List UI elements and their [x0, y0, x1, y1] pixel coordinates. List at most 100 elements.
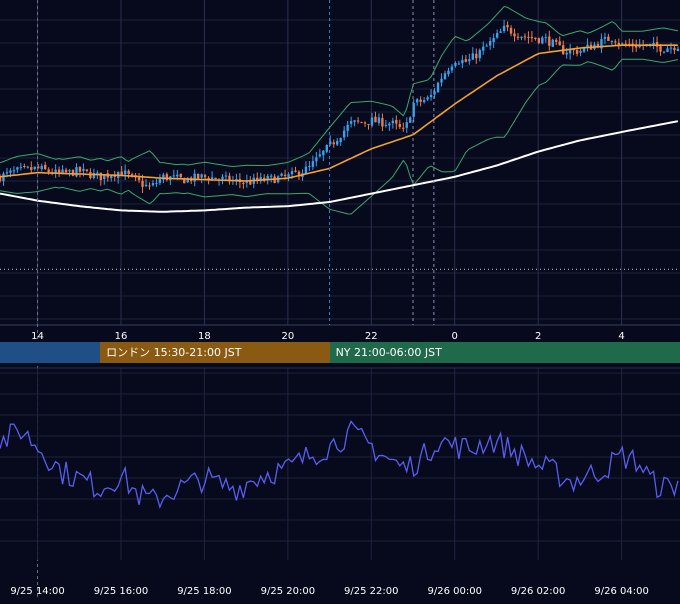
candle-body — [492, 37, 495, 43]
candle-body — [370, 117, 374, 126]
candle-body — [478, 49, 481, 59]
candle-body — [75, 167, 78, 177]
candle-body — [565, 52, 568, 55]
candle-body — [655, 42, 659, 47]
candle-body — [457, 63, 461, 65]
candle-body — [137, 177, 141, 181]
candle-body — [297, 171, 301, 177]
session-bar-ny: NY 21:00-06:00 JST — [329, 342, 680, 363]
candle-body — [548, 36, 551, 46]
candle-body — [78, 166, 82, 172]
candle-body — [68, 169, 71, 172]
x-tick-label: 14 — [31, 331, 44, 342]
candle-body — [617, 42, 621, 45]
candle-body — [537, 38, 541, 43]
candle-body — [113, 175, 116, 177]
candle-body — [482, 46, 485, 51]
x-tick-label: 2 — [535, 331, 541, 342]
candle-body — [419, 99, 422, 102]
candle-body — [443, 73, 447, 80]
candle-body — [409, 117, 412, 123]
candle-body — [468, 59, 471, 62]
candle-body — [374, 116, 377, 123]
candle-body — [652, 42, 655, 45]
candle-body — [495, 33, 499, 38]
candle-body — [12, 170, 16, 172]
candle-body — [530, 37, 534, 39]
candle-body — [186, 178, 189, 183]
candle-body — [130, 174, 134, 176]
candle-body — [607, 36, 610, 41]
time-axis-label: 9/25 16:00 — [94, 586, 148, 597]
short-ma-line — [0, 44, 678, 182]
candle-body — [461, 59, 464, 64]
candle-body — [64, 169, 68, 173]
candle-body — [541, 37, 544, 44]
x-tick-label: 22 — [365, 331, 378, 342]
candle-body — [395, 120, 398, 124]
candle-body — [433, 91, 436, 95]
candle-body — [210, 177, 214, 181]
candle-body — [71, 170, 75, 176]
candle-body — [47, 169, 50, 173]
time-axis-label: 9/25 18:00 — [177, 586, 231, 597]
x-tick-label: 18 — [198, 331, 211, 342]
candle-body — [516, 36, 520, 38]
candle-body — [342, 130, 346, 138]
x-tick-label: 4 — [618, 331, 624, 342]
candle-body — [513, 33, 516, 37]
x-tick-label: 20 — [281, 331, 294, 342]
candle-body — [43, 164, 47, 169]
candle-body — [256, 177, 259, 181]
candle-body — [488, 40, 492, 46]
candle-body — [426, 97, 429, 100]
time-axis-label: 9/26 04:00 — [594, 586, 648, 597]
candle-body — [367, 123, 370, 125]
candle-body — [16, 167, 19, 170]
candle-body — [54, 169, 57, 174]
candle-body — [40, 165, 43, 170]
candle-body — [144, 184, 148, 187]
candle-body — [193, 173, 196, 182]
candle-body — [224, 175, 228, 177]
candle-body — [398, 124, 401, 128]
candle-body — [575, 50, 579, 54]
candle-body — [388, 123, 391, 126]
candle-body — [176, 174, 179, 177]
candle-body — [196, 173, 200, 179]
candle-body — [614, 41, 617, 43]
candle-body — [534, 37, 537, 39]
band-upper — [0, 5, 678, 168]
candle-body — [308, 165, 311, 167]
candle-body — [249, 181, 252, 185]
candle-body — [610, 40, 614, 42]
candle-body — [120, 171, 123, 175]
candle-body — [527, 36, 530, 38]
candle-body — [203, 175, 207, 177]
moving-averages — [0, 44, 679, 213]
candle-body — [475, 53, 478, 59]
candle-body — [662, 51, 666, 53]
candle-body — [447, 70, 450, 75]
candle-body — [228, 175, 231, 182]
band-lower — [0, 58, 678, 215]
candle-body — [363, 122, 367, 124]
candle-body — [600, 39, 603, 49]
candle-body — [339, 138, 342, 143]
candle-body — [23, 165, 26, 167]
candle-body — [294, 170, 297, 172]
candle-body — [165, 174, 169, 181]
candle-body — [621, 43, 624, 45]
candle-body — [315, 157, 318, 162]
time-axis-label: 9/25 22:00 — [344, 586, 398, 597]
candle-body — [19, 166, 23, 168]
candle-body — [5, 172, 9, 174]
bollinger-bands — [0, 5, 678, 215]
candle-body — [555, 39, 558, 42]
candle-body — [151, 183, 155, 186]
candle-body — [57, 169, 61, 173]
candle-body — [259, 177, 262, 182]
